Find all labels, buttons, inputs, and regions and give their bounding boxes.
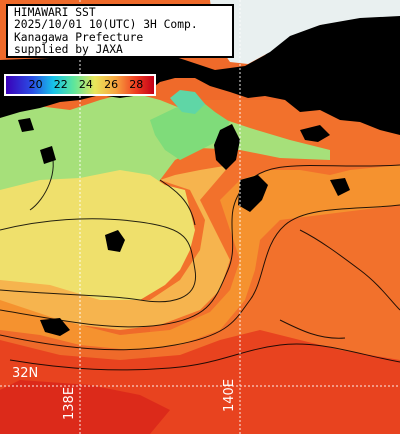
blue-patch: [170, 90, 205, 114]
light-orange-band: [0, 165, 230, 330]
colorbar-tick: 26: [104, 78, 119, 91]
map-info-box: HIMAWARI SST 2025/10/01 10(UTC) 3H Comp.…: [6, 4, 234, 58]
observation-time: 2025/10/01 10(UTC) 3H Comp.: [14, 18, 198, 32]
latitude-label: 32N: [12, 366, 39, 381]
izu-peninsula: [214, 124, 240, 170]
land-coast-east: [330, 55, 400, 100]
cloud-patch-5: [18, 118, 34, 132]
colorbar-tick: 22: [53, 78, 68, 91]
south-hot-core: [0, 380, 170, 434]
land-boso: [210, 0, 400, 64]
colorbar-tick: 20: [28, 78, 43, 91]
land-honshu: [0, 14, 400, 135]
island-oshima: [105, 230, 125, 252]
cloud-patch-2: [330, 178, 350, 196]
sst-colorbar: 20 22 24 26 28: [4, 74, 156, 96]
green-inlet: [150, 100, 230, 160]
cloud-patch-3: [300, 125, 330, 142]
colorbar-tick: 28: [129, 78, 144, 91]
isotherm-contours: [0, 149, 400, 371]
product-title: HIMAWARI SST: [14, 6, 96, 19]
orange-band: [0, 165, 400, 350]
yellow-band: [0, 170, 195, 305]
cloud-patch-4: [40, 318, 70, 336]
colorbar-tick: 24: [78, 78, 93, 91]
longitude-label-140: 140E: [222, 378, 237, 412]
data-credit: supplied by JAXA: [14, 43, 123, 57]
region-name: Kanagawa Prefecture: [14, 30, 144, 44]
cloud-patch-6: [40, 146, 56, 164]
longitude-label-138: 138E: [62, 386, 77, 420]
